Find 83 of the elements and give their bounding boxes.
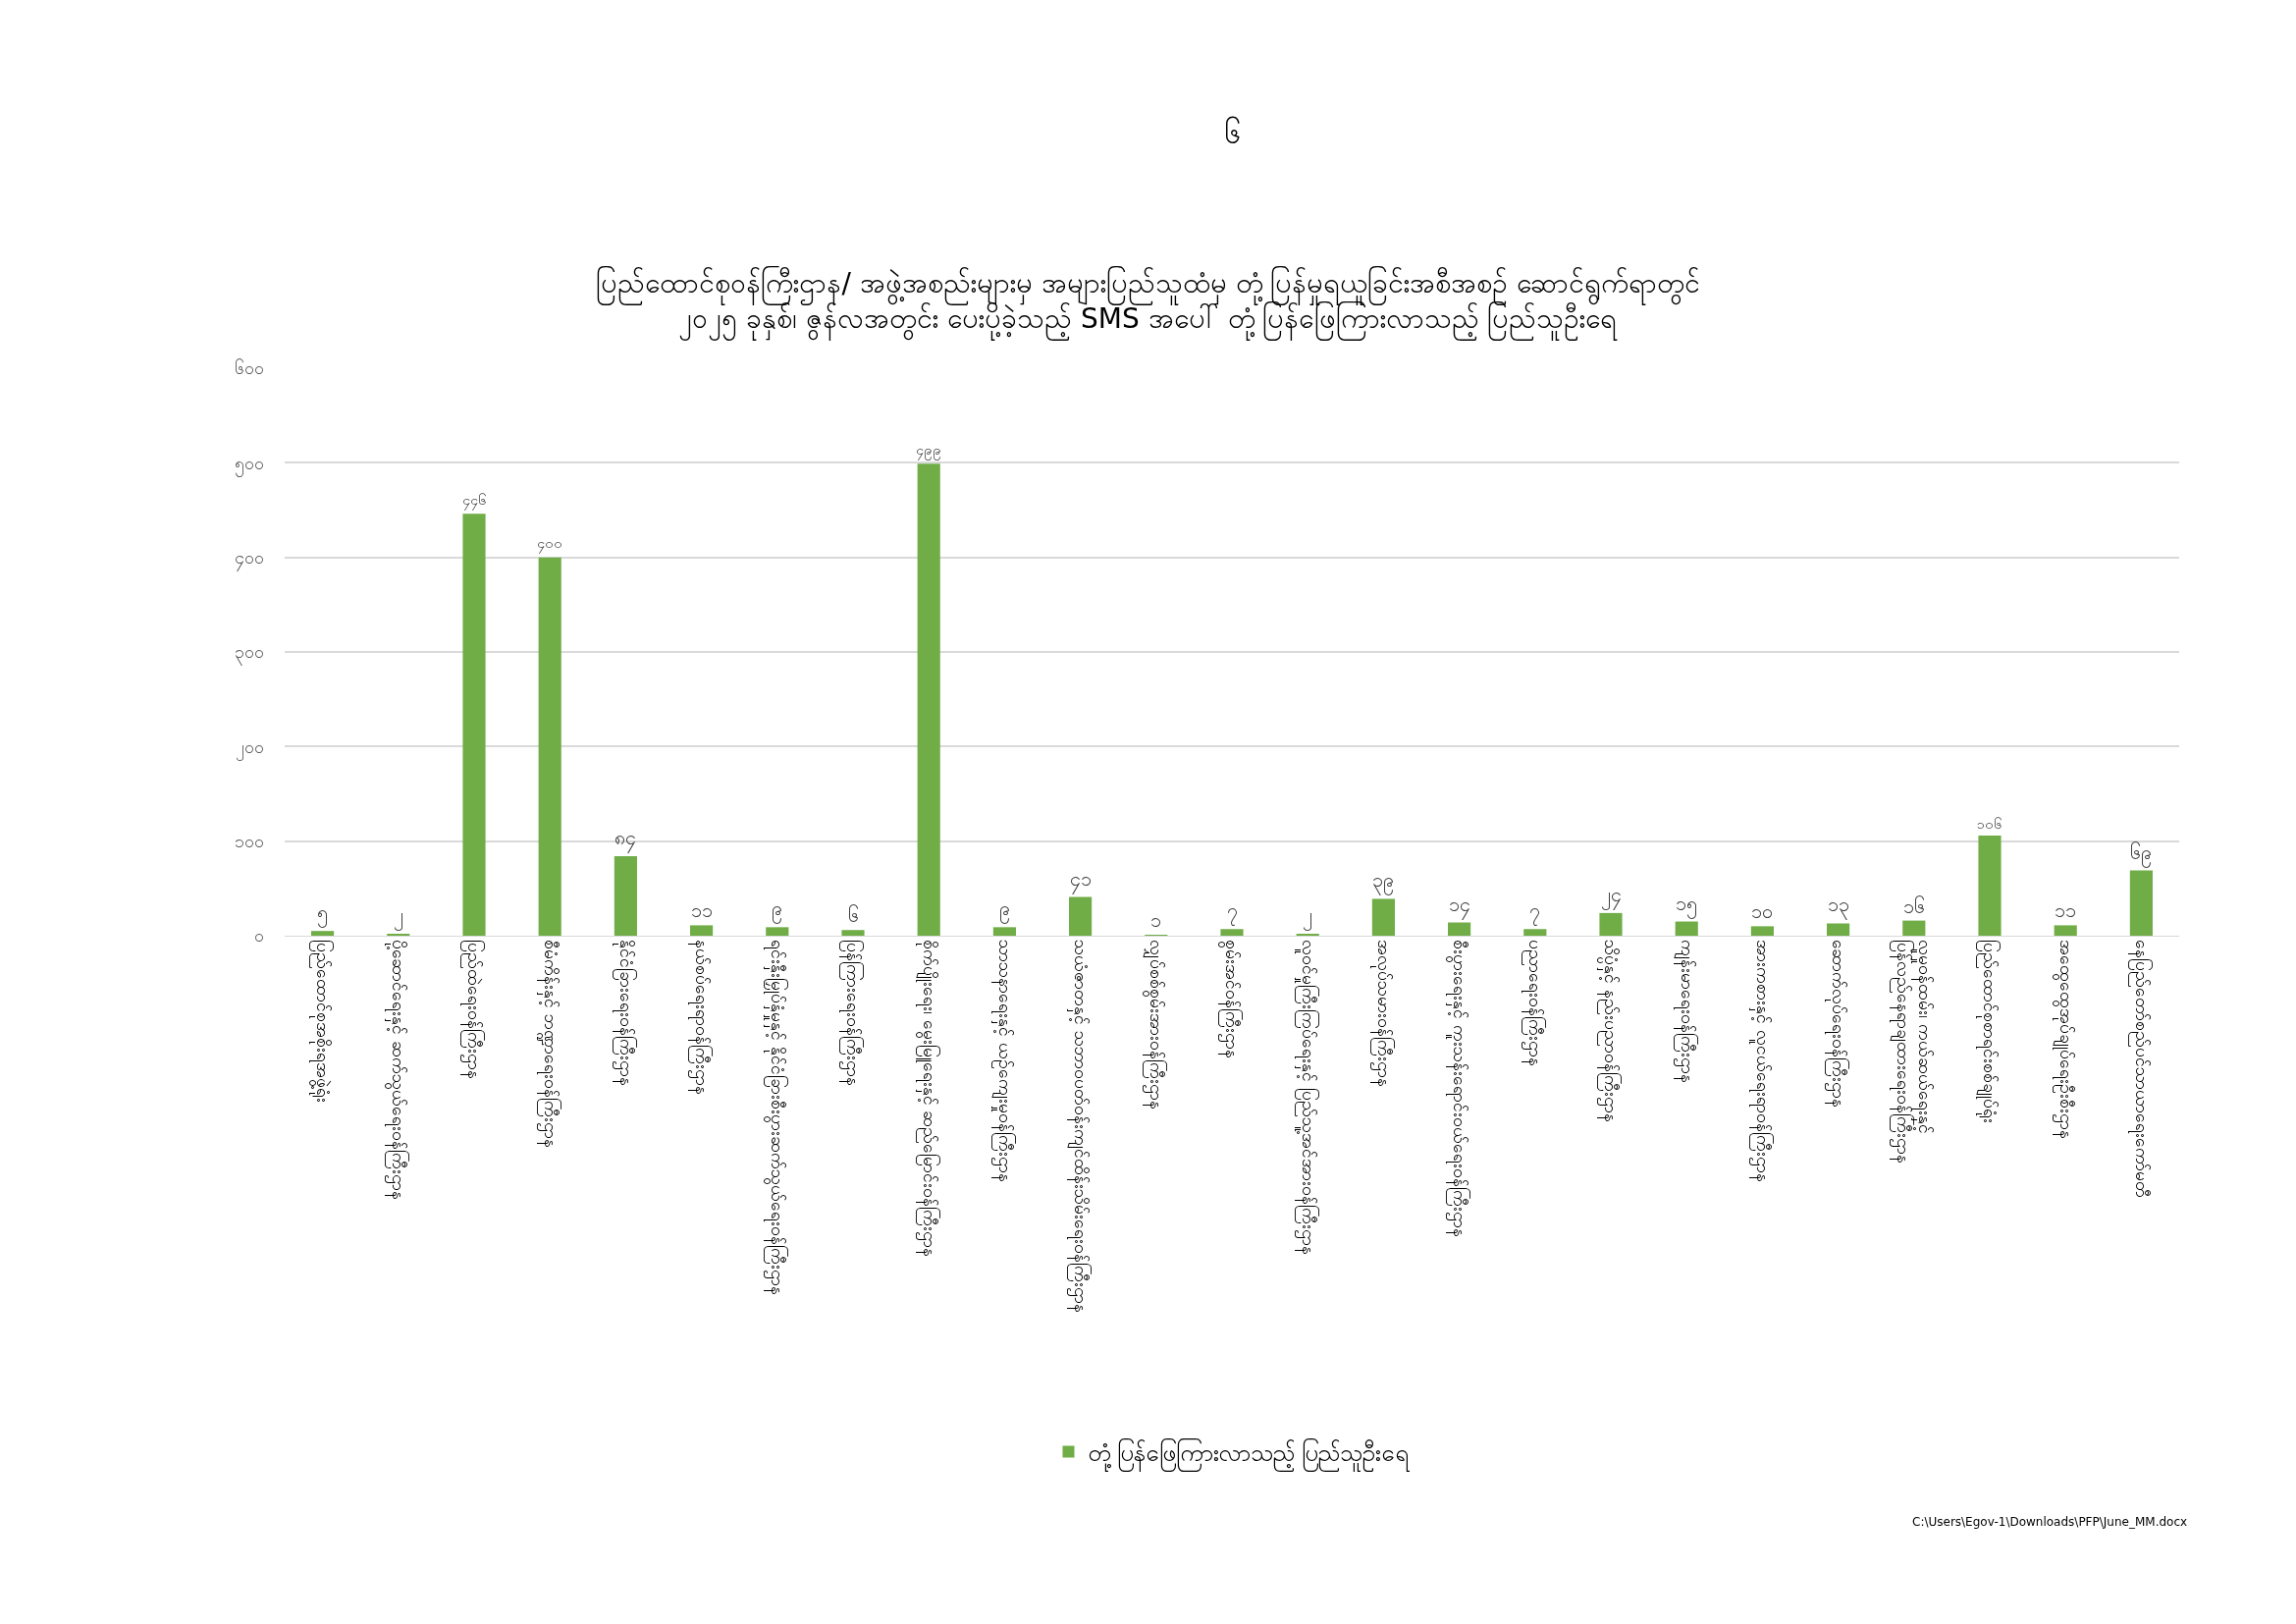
bar — [538, 557, 561, 936]
x-tick-label: အလုပ်သမားဝန်ကြီးဌာန — [1369, 940, 1395, 1088]
data-label: ၁၀၆ — [1977, 816, 2002, 833]
data-label: ၃၉ — [1372, 868, 1395, 896]
x-tick-label: ပညာရေးဝန်ကြီးဌာန — [1522, 940, 1547, 1067]
data-label: ၂၄ — [1600, 882, 1622, 910]
text: C:\Users\Egov-1\Downloads\PFP\June_MM.docx — [1912, 1515, 2188, 1529]
x-tick-label: ကျန်းမာရေးဝန်ကြီးဌာန — [1673, 940, 1698, 1084]
bar — [1069, 896, 1093, 936]
x-tick-label: ပြည်ထောင်စုအစိုးရအဖွဲ့ရုံး — [309, 940, 335, 1104]
x-tick-label: နယ်စပ်ရေးရာဝန်ကြီးဌာန — [688, 940, 714, 1096]
legend-label: တုံ့ပြန်ဖြေကြားလာသည့် ပြည်သူဦးရေ — [1088, 1436, 1411, 1472]
chart-title: ပြည်ထောင်စုဝန်ကြီးဌာန/ အဖွဲ့အစည်းများမှ အများပြည်သူထံမှ တုံ့ပြန်မှုရယူခြင်းအစီအစဉ် ဆောင်ရွက်ရာတွင် ၂၀၂၅ ခုနှစ်၊ ဇွန်လအတွင်း ပေးပို့ခဲ့သည့် SMS အပေါ် တုံ့ပြန်ဖြေကြားလာသည့် ပြည်သူဦးရေ — [596, 264, 1700, 342]
bar — [766, 927, 789, 936]
data-label: ၆ — [847, 903, 859, 928]
bar — [1448, 922, 1471, 936]
y-tick-label: ၀ — [254, 925, 264, 947]
bar — [1902, 920, 1926, 936]
data-label: ၁၆ — [1902, 893, 1925, 918]
bar — [462, 514, 486, 936]
data-label: ၅ — [317, 900, 329, 929]
bar — [690, 925, 714, 936]
x-tick-label: နိုင်ငံခြားရေးဝန်ကြီးဌာန — [612, 940, 637, 1087]
data-label: ၁၁ — [690, 898, 713, 923]
bar — [614, 856, 637, 936]
data-label: ၇ — [1226, 898, 1238, 927]
bar — [841, 930, 865, 936]
x-tick-label: ဆောက်လုပ်ရေးဝန်ကြီးဌာန — [1825, 940, 1850, 1109]
y-tick-label: ၂၀၀ — [236, 735, 264, 761]
data-label: ၁၃ — [1827, 893, 1849, 921]
bar — [311, 931, 335, 936]
x-tick-label: လူမှုဝန်ထမ်း၊ ကယ်ဆယ်ရေးနှင့် ပြန်လည်နေရာချထားရေးဝန်ကြီးဌာန — [1890, 940, 1936, 1164]
data-label: ၄၄၆ — [461, 492, 487, 512]
data-label: ၇ — [1529, 898, 1541, 927]
bar — [992, 927, 1016, 936]
x-tick-label: စီးပွားရေးနှင့် ကူးသန်းရောင်းဝယ်ရေးဝန်ကြီးဌာန — [1446, 940, 1471, 1237]
y-tick-label: ၁၀၀ — [235, 830, 264, 851]
x-tick-label: နေပြည်တော်စည်ပင်သာယာရေးကော်မတီ — [2127, 940, 2153, 1199]
y-tick-label: ၅၀၀ — [235, 452, 264, 477]
x-tick-label: ပို့ဆောင်ရေးနှင့် ဆက်သွယ်ရေးဝန်ကြီးဌာန — [385, 940, 410, 1200]
bar — [1978, 835, 2002, 936]
data-label: ၂ — [393, 903, 403, 931]
bar — [1750, 926, 1774, 936]
data-label: ၈၄ — [614, 826, 637, 854]
x-tick-label: လျှပ်စစ်စွမ်းအားဝန်ကြီးဌာန — [1143, 940, 1168, 1110]
x-tick-label: အားကစားနှင့် လူငယ်ရေးရာဝန်ကြီးဌာန — [1748, 940, 1774, 1182]
x-tick-label: အထွေထွေအုပ်ချုပ်ရေးဦးစီးဌာန — [2052, 940, 2076, 1140]
data-label: ၁၄ — [1448, 892, 1470, 920]
bar — [1220, 929, 1244, 936]
y-tick-label: ၆၀၀ — [235, 357, 264, 379]
x-tick-label: စိုက်ပျိုးရေး၊ မွေးမြူရေးနှင့် ဆည်မြောင်းဝန်ကြီးဌာန — [915, 940, 940, 1258]
bar — [2129, 870, 2153, 936]
data-label: ၁၅ — [1676, 891, 1698, 919]
x-tick-label: လူဝင်မှုကြီးကြပ်ရေးနှင့် ပြည်သူ့အင်အားဝန်ကြီးဌာန — [1294, 940, 1319, 1255]
y-tick-label: ၄၀၀ — [235, 546, 264, 571]
x-tick-label: ပြည်ထဲရေးဝန်ကြီးဌာန — [460, 940, 486, 1080]
x-tick-label: သယံဇာတနှင့် သဘာဝပတ်ဝန်းကျင်ထိန်းသိမ်းရေးဝန်ကြီးဌာန — [1067, 940, 1093, 1313]
x-tick-label: သိပ္ပံနှင့် နည်းပညာဝန်ကြီးဌာန — [1597, 940, 1623, 1122]
data-label: ၄၀၀ — [537, 535, 563, 555]
x-tick-label: ပြည်ထောင်စုစာရင်းစစ်ချုပ်ရုံး — [1976, 940, 2002, 1124]
x-tick-label: သာသနာရေးနှင့် ယဉ်ကျေးမှုဝန်ကြီးဌာန — [990, 940, 1016, 1182]
bar — [1371, 898, 1395, 936]
bar — [1675, 921, 1698, 936]
bar — [917, 463, 940, 936]
data-label: ၆၉ — [2130, 839, 2153, 868]
x-tick-label: ပြန်ကြားရေးဝန်ကြီးဌာန — [839, 940, 865, 1087]
bar — [1599, 912, 1623, 936]
y-tick-label: ၃၀၀ — [235, 641, 264, 667]
bar — [1523, 929, 1547, 936]
data-label: ၁၁ — [2055, 898, 2077, 923]
data-label: ၁ — [1150, 908, 1162, 932]
data-label: ၄၉၉ — [916, 441, 942, 460]
data-label: ၉ — [772, 896, 783, 925]
bar — [1827, 923, 1850, 936]
x-tick-label: စီမံကိန်းနှင့် ဘဏ္ဍာရေးဝန်ကြီးဌာန — [536, 940, 561, 1148]
text: ၆ — [1224, 116, 1241, 150]
x-tick-label: ရင်းနှီးမြှုပ်နှံမှုနှင့် နိုင်ငံခြားစီးပွားဆက်သွယ်ရေးဝန်ကြီးဌာန — [764, 940, 789, 1295]
x-tick-label: စွမ်းအင်ဝန်ကြီးဌာန — [1218, 940, 1244, 1059]
data-label: ၉ — [998, 896, 1010, 925]
data-label: ၂ — [1303, 903, 1313, 931]
data-label: ၄၁ — [1069, 866, 1092, 894]
data-label: ၁၀ — [1751, 899, 1774, 924]
bar — [2054, 925, 2077, 936]
